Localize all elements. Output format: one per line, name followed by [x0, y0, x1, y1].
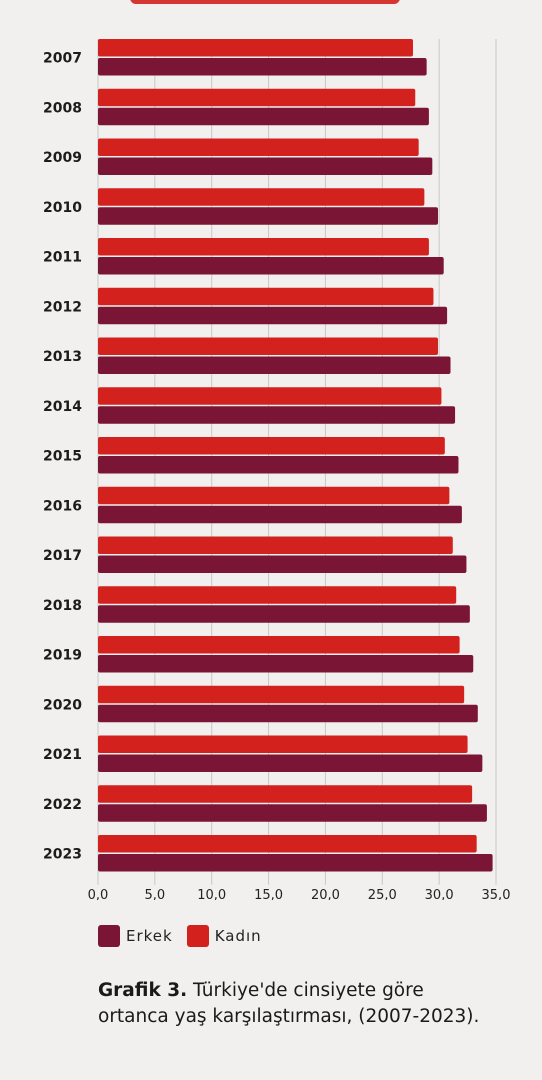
year-label: 2021: [43, 747, 82, 763]
bar-erkek: [98, 605, 470, 623]
year-label: 2014: [43, 399, 82, 415]
x-axis-ticks: 0,0 5,0 10,0 15,0 20,0 25,0 30,0 35,0: [88, 888, 511, 900]
year-label: 2007: [43, 51, 82, 67]
median-age-bar-chart: 2007 2008 2009 2010 2011 2012 2013 2014 2015 2016…: [43, 39, 511, 900]
legend-swatch-kadin: [186, 925, 209, 947]
caption-label: Grafik 3.: [98, 980, 188, 1001]
x-tick-label: 20,0: [311, 888, 340, 900]
bar-erkek: [98, 555, 467, 573]
bar-kadin: [98, 486, 450, 505]
figure-caption: Grafik 3. Türkiye'de cinsiyete göre orta…: [98, 978, 498, 1030]
year-label: 2019: [43, 648, 82, 664]
bar-kadin: [98, 586, 457, 604]
bar-kadin: [98, 188, 425, 206]
x-tick-label: 0,0: [88, 888, 109, 900]
bar-erkek: [98, 704, 478, 723]
year-label: 2016: [43, 498, 82, 514]
bar-erkek: [98, 456, 459, 474]
bar-kadin: [98, 138, 419, 156]
bar-kadin: [98, 785, 473, 803]
bar-kadin: [98, 387, 442, 405]
x-tick-label: 5,0: [145, 888, 166, 900]
year-label: 2017: [43, 548, 82, 564]
bar-erkek: [98, 655, 474, 673]
cropped-title-fragment: [130, 0, 400, 4]
bar-erkek: [98, 356, 451, 374]
bar-kadin: [98, 685, 465, 704]
bar-kadin: [98, 88, 416, 107]
year-label: 2023: [43, 847, 82, 863]
bar-erkek: [98, 58, 427, 76]
legend-item-kadin: Kadın: [186, 925, 262, 947]
bar-erkek: [98, 157, 433, 175]
year-label: 2022: [43, 797, 82, 813]
bar-kadin: [98, 835, 477, 853]
bar-kadin: [98, 536, 453, 554]
bar-kadin: [98, 437, 445, 455]
year-label: 2013: [43, 349, 82, 365]
bar-erkek: [98, 207, 439, 225]
year-label: 2008: [43, 100, 82, 116]
bar-erkek: [98, 854, 493, 872]
bar-erkek: [98, 257, 444, 275]
year-label: 2015: [43, 449, 82, 465]
x-tick-label: 30,0: [425, 888, 454, 900]
bar-erkek: [98, 505, 462, 524]
year-label: 2010: [43, 200, 82, 216]
bar-kadin: [98, 238, 429, 256]
legend-label-erkek: Erkek: [126, 927, 173, 945]
x-tick-label: 15,0: [254, 888, 283, 900]
year-label: 2012: [43, 299, 82, 315]
year-label: 2018: [43, 598, 82, 614]
bar-kadin: [98, 636, 460, 654]
bar-erkek: [98, 804, 487, 822]
bar-kadin: [98, 287, 434, 306]
legend: Erkek Kadın: [98, 924, 262, 948]
x-tick-label: 25,0: [368, 888, 397, 900]
year-label: 2009: [43, 150, 82, 166]
year-label: 2011: [43, 250, 82, 266]
bars: [98, 39, 493, 872]
year-labels: 2007 2008 2009 2010 2011 2012 2013 2014 2015 2016…: [43, 51, 82, 863]
legend-item-erkek: Erkek: [98, 925, 173, 947]
bar-kadin: [98, 39, 413, 57]
bar-erkek: [98, 306, 448, 325]
bar-kadin: [98, 735, 468, 753]
bar-erkek: [98, 754, 483, 772]
year-label: 2020: [43, 697, 82, 713]
x-tick-label: 35,0: [482, 888, 511, 900]
bar-kadin: [98, 337, 439, 355]
bar-erkek: [98, 406, 456, 424]
x-tick-label: 10,0: [197, 888, 226, 900]
legend-swatch-erkek: [98, 925, 120, 947]
bar-erkek: [98, 107, 429, 126]
caption-text: Türkiye'de cinsiyete göre ortanca yaş ka…: [98, 980, 480, 1027]
legend-label-kadin: Kadın: [214, 927, 262, 945]
